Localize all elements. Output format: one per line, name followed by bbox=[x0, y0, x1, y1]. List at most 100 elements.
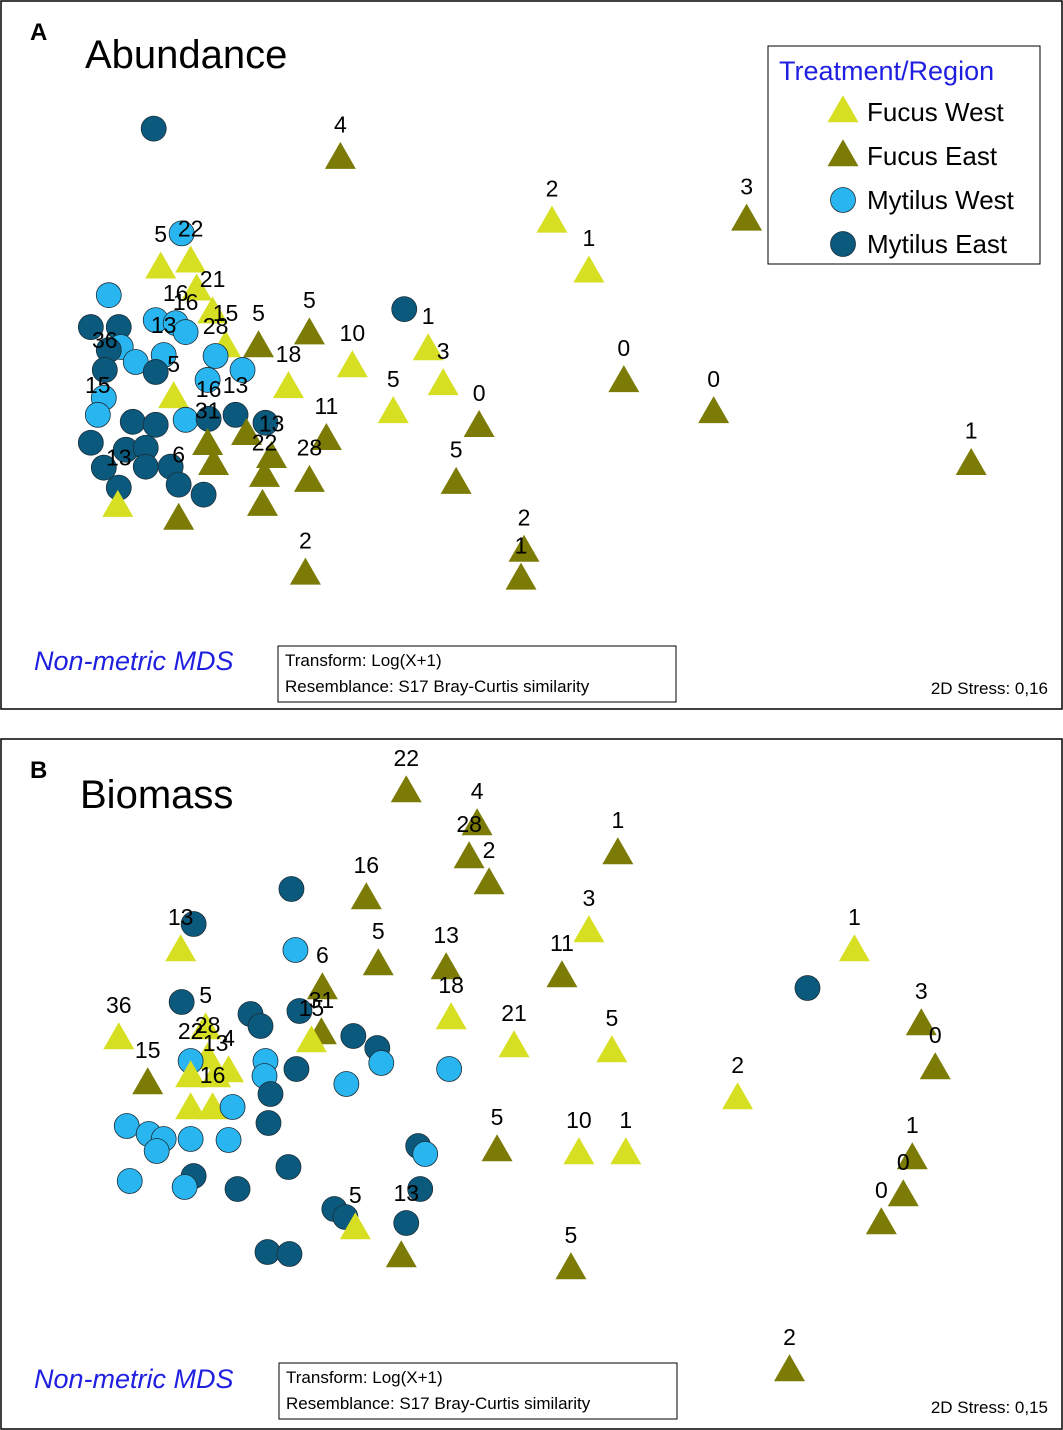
point-label: 16 bbox=[173, 289, 199, 315]
legend-label-mytilus-west: Mytilus West bbox=[867, 185, 1015, 215]
point-fucus-west bbox=[838, 934, 870, 962]
point-label: 11 bbox=[314, 393, 338, 419]
point-fucus-east bbox=[385, 1240, 417, 1268]
point-mytilus-east bbox=[168, 989, 195, 1015]
point-fucus-east bbox=[247, 488, 279, 516]
point-fucus-east bbox=[698, 396, 730, 424]
legend-label-fucus-west: Fucus West bbox=[867, 97, 1005, 127]
point-fucus-east bbox=[362, 948, 394, 976]
panel-b-info-box bbox=[278, 1362, 678, 1420]
point-label: 15 bbox=[299, 995, 325, 1021]
point-fucus-east bbox=[324, 141, 356, 169]
point-fucus-east bbox=[508, 534, 540, 562]
legend-marker-mytilus-east bbox=[830, 231, 856, 257]
point-fucus-west bbox=[200, 1060, 232, 1088]
point-label: 16 bbox=[354, 852, 380, 878]
point-mytilus-east bbox=[119, 408, 146, 435]
point-label: 0 bbox=[875, 1177, 888, 1203]
point-fucus-west bbox=[377, 396, 409, 424]
point-fucus-west bbox=[498, 1030, 530, 1058]
point-mytilus-east bbox=[254, 1239, 281, 1265]
point-label: 1 bbox=[422, 303, 435, 329]
panel-b-stress: 2D Stress: 0,15 bbox=[931, 1398, 1048, 1417]
point-label: 11 bbox=[550, 930, 574, 956]
point-mytilus-east bbox=[340, 1023, 367, 1049]
point-fucus-west bbox=[573, 255, 605, 283]
point-fucus-west bbox=[722, 1082, 754, 1110]
point-fucus-east bbox=[473, 867, 505, 895]
panel-a-info-box bbox=[277, 645, 677, 703]
point-mytilus-west bbox=[194, 367, 221, 393]
point-fucus-west bbox=[190, 1012, 222, 1040]
point-fucus-east bbox=[231, 418, 263, 446]
point-mytilus-east bbox=[794, 975, 821, 1001]
legend-label-mytilus-east: Mytilus East bbox=[867, 229, 1008, 259]
point-mytilus-east bbox=[77, 314, 104, 340]
point-mytilus-east bbox=[142, 359, 169, 385]
point-mytilus-west bbox=[177, 1126, 204, 1152]
point-label: 2 bbox=[483, 837, 496, 863]
point-fucus-east bbox=[163, 502, 195, 530]
point-mytilus-west bbox=[215, 1127, 242, 1153]
point-label: 13 bbox=[223, 372, 249, 398]
point-fucus-east bbox=[192, 428, 224, 456]
point-label: 6 bbox=[316, 942, 329, 968]
point-mytilus-east bbox=[165, 471, 192, 498]
point-fucus-east bbox=[463, 410, 495, 438]
point-label: 0 bbox=[897, 1149, 910, 1175]
point-label: 1 bbox=[515, 532, 528, 558]
point-label: 3 bbox=[582, 885, 595, 911]
point-mytilus-east bbox=[142, 411, 169, 438]
point-label: 31 bbox=[195, 398, 221, 424]
point-mytilus-east bbox=[252, 409, 279, 436]
point-fucus-west bbox=[272, 371, 304, 399]
panel-a-transform: Transform: Log(X+1) bbox=[285, 651, 442, 670]
point-mytilus-west bbox=[219, 1094, 246, 1120]
point-mytilus-east bbox=[140, 115, 167, 142]
point-label: 2 bbox=[731, 1052, 744, 1078]
point-mytilus-west bbox=[95, 282, 122, 309]
point-fucus-east bbox=[461, 808, 493, 836]
point-fucus-west bbox=[435, 1002, 467, 1030]
point-mytilus-east bbox=[286, 998, 313, 1024]
panel-b-title: Biomass bbox=[80, 773, 233, 817]
panel-a-frame bbox=[0, 0, 1063, 710]
point-mytilus-east bbox=[275, 1154, 302, 1180]
point-mytilus-east bbox=[391, 296, 418, 323]
point-label: 18 bbox=[438, 972, 464, 998]
legend-marker-fucus-west bbox=[827, 95, 859, 123]
point-mytilus-east bbox=[283, 1056, 310, 1082]
point-mytilus-east bbox=[255, 1110, 282, 1136]
point-label: 1 bbox=[611, 807, 624, 833]
point-fucus-east bbox=[255, 440, 287, 468]
point-label: 15 bbox=[85, 372, 111, 398]
point-label: 5 bbox=[199, 982, 212, 1008]
point-label: 2 bbox=[518, 504, 531, 530]
legend-frame bbox=[767, 45, 1041, 265]
point-mytilus-east bbox=[257, 1081, 284, 1107]
point-fucus-west bbox=[197, 1092, 229, 1120]
point-fucus-west bbox=[610, 1137, 642, 1165]
point-mytilus-west bbox=[202, 343, 229, 369]
point-fucus-east bbox=[440, 466, 472, 494]
point-fucus-west bbox=[596, 1035, 628, 1063]
point-label: 1 bbox=[619, 1107, 632, 1133]
point-label: 28 bbox=[203, 313, 229, 339]
panel-b-frame bbox=[0, 738, 1063, 1430]
point-label: 13 bbox=[106, 445, 132, 471]
point-fucus-east bbox=[350, 882, 382, 910]
point-mytilus-east bbox=[222, 401, 249, 428]
point-fucus-west bbox=[536, 205, 568, 233]
point-label: 0 bbox=[929, 1022, 942, 1048]
point-label: 15 bbox=[135, 1037, 161, 1063]
point-fucus-east bbox=[608, 365, 640, 393]
point-label: 31 bbox=[309, 987, 335, 1013]
point-fucus-west bbox=[573, 915, 605, 943]
point-mytilus-west bbox=[436, 1056, 463, 1082]
point-label: 5 bbox=[349, 1182, 362, 1208]
point-label: 36 bbox=[106, 992, 132, 1018]
